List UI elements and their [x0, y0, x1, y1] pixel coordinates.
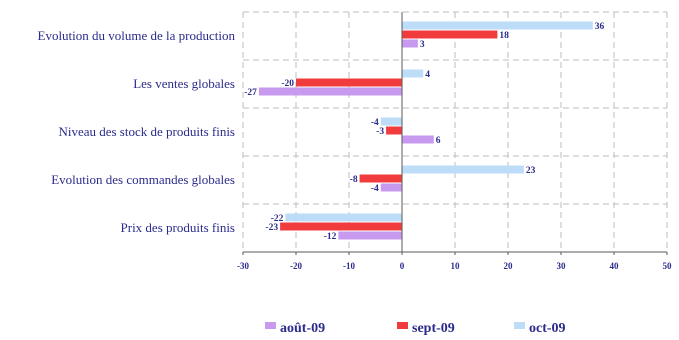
data-label: -4	[371, 118, 379, 128]
data-label: 4	[425, 70, 430, 80]
x-tick-label: 10	[451, 261, 461, 271]
data-label: -3	[376, 127, 384, 137]
x-tick-label: -20	[290, 261, 302, 271]
bar-oct-09	[285, 213, 402, 222]
bar-sept-09	[296, 78, 402, 87]
legend-swatch	[514, 322, 525, 329]
x-tick-label: 50	[663, 261, 673, 271]
bar-août-09	[402, 39, 418, 48]
x-tick-labels: -30 -20 -10 0 10 20 30 40 50	[237, 252, 672, 271]
legend-label: août-09	[280, 321, 325, 336]
data-label: 3	[420, 40, 425, 50]
bar-oct-09	[402, 165, 524, 174]
data-label: 36	[595, 22, 605, 32]
data-label: -8	[350, 175, 358, 185]
bar-sept-09	[280, 222, 402, 231]
bar-oct-09	[402, 21, 593, 30]
bar-sept-09	[386, 126, 402, 135]
x-tick-label: 0	[400, 261, 405, 271]
x-tick-label: -30	[237, 261, 249, 271]
legend: août-09 sept-09 oct-09	[265, 321, 566, 336]
category-labels: Evolution du volume de la production Les …	[38, 28, 236, 235]
data-label: -4	[371, 184, 379, 194]
bar-oct-09	[380, 117, 402, 126]
data-label: 18	[499, 31, 509, 41]
category-label: Prix des produits finis	[121, 220, 235, 235]
bar-août-09	[380, 183, 402, 192]
data-label: -20	[281, 79, 294, 89]
data-label: -27	[244, 88, 257, 98]
x-tick-label: 20	[504, 261, 514, 271]
x-tick-label: 30	[557, 261, 567, 271]
legend-swatch	[265, 322, 276, 329]
legend-swatch	[397, 322, 408, 329]
bar-sept-09	[402, 30, 498, 39]
bar-août-09	[258, 87, 402, 96]
bar-sept-09	[359, 174, 402, 183]
bar-août-09	[402, 135, 434, 144]
x-tick-label: -10	[343, 261, 355, 271]
data-label: -22	[271, 214, 284, 224]
data-label: -12	[324, 232, 337, 242]
bar-oct-09	[402, 69, 424, 78]
data-label: 23	[526, 166, 536, 176]
data-label: 6	[436, 136, 441, 146]
legend-label: sept-09	[412, 321, 455, 336]
category-label: Niveau des stock de produits finis	[58, 124, 235, 139]
category-label: Evolution du volume de la production	[38, 28, 236, 43]
legend-label: oct-09	[529, 321, 566, 336]
x-tick-label: 40	[610, 261, 620, 271]
data-label: -23	[265, 223, 278, 233]
category-label: Evolution des commandes globales	[51, 172, 235, 187]
bar-août-09	[338, 231, 402, 240]
category-label: Les ventes globales	[133, 76, 235, 91]
